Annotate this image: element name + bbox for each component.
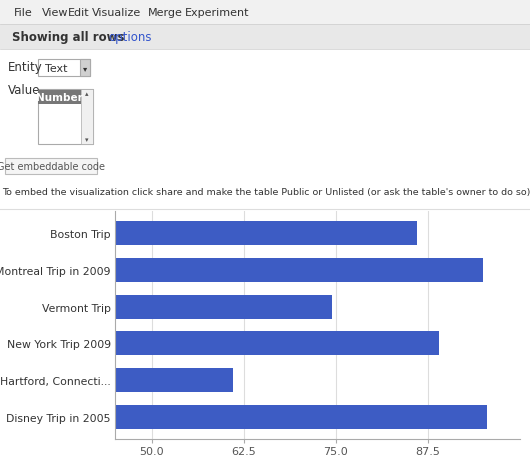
Text: Entity: Entity [8,62,43,74]
Bar [0,405,487,429]
FancyBboxPatch shape [38,60,90,77]
Text: Value: Value [8,84,40,96]
Text: View: View [42,8,68,18]
Text: Edit: Edit [68,8,90,18]
Bar [0,368,233,392]
Text: Showing all rows: Showing all rows [12,31,125,45]
FancyBboxPatch shape [81,90,93,145]
Text: ▴: ▴ [85,91,89,97]
Text: Experiment: Experiment [185,8,250,18]
Text: Text: Text [45,64,67,74]
Text: Visualize: Visualize [92,8,142,18]
FancyBboxPatch shape [80,60,90,77]
Bar [0,332,439,355]
Text: ▾: ▾ [85,137,89,143]
Text: File: File [14,8,33,18]
Bar [0,258,483,282]
Bar [0,222,417,246]
Text: Merge: Merge [148,8,183,18]
FancyBboxPatch shape [0,25,530,50]
FancyBboxPatch shape [38,91,81,105]
FancyBboxPatch shape [0,0,530,25]
Text: Get embeddable code: Get embeddable code [0,162,105,172]
Text: Number: Number [36,93,82,103]
FancyBboxPatch shape [38,90,93,145]
Text: ▾: ▾ [83,64,87,73]
Text: To embed the visualization click share and make the table Public or Unlisted (or: To embed the visualization click share a… [2,187,530,196]
Text: options: options [108,31,152,45]
Bar [0,295,332,319]
FancyBboxPatch shape [5,159,97,174]
